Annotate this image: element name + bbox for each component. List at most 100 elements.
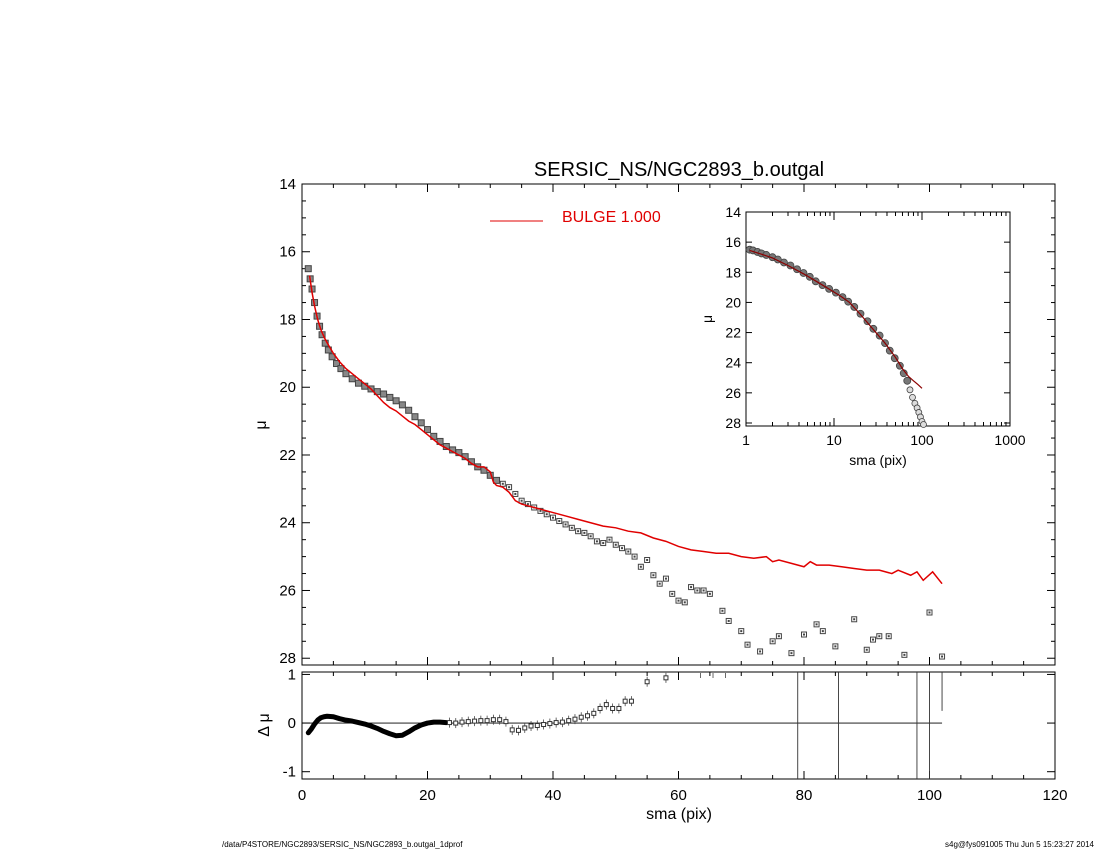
residual-point (663, 675, 669, 681)
data-point-center (589, 535, 592, 538)
residual-point (509, 727, 515, 733)
residual-data (305, 672, 943, 779)
main-y-tick-label: 28 (279, 650, 296, 667)
main-x-tick-label: 40 (545, 787, 562, 804)
residual-point (547, 721, 553, 727)
data-point-center (595, 540, 598, 543)
residual-point (585, 713, 591, 719)
data-point (392, 397, 400, 405)
residual-point (628, 698, 634, 704)
inset-y-tick-label: 28 (725, 415, 741, 431)
inset-x-axis-label: sma (pix) (849, 452, 907, 468)
residual-point (459, 719, 465, 725)
data-point-center (771, 640, 774, 643)
data-point-center (671, 592, 674, 595)
residual-point (566, 718, 572, 724)
main-y-tick-label: 16 (279, 244, 296, 261)
residual-point (522, 725, 528, 731)
residual-point (616, 705, 622, 711)
residual-y-tick-label: 1 (288, 666, 296, 683)
data-point-center (790, 652, 793, 655)
data-point-center (514, 492, 517, 495)
data-point-center (614, 543, 617, 546)
data-point-center (928, 611, 931, 614)
main-y-tick-label: 14 (279, 176, 296, 193)
inset-plot-frame (745, 211, 1011, 427)
inset-x-tick-label: 10 (826, 432, 842, 448)
data-point-center (872, 638, 875, 641)
main-y-tick-label: 22 (279, 447, 296, 464)
data-point-center (777, 635, 780, 638)
inset-y-tick-label: 24 (725, 355, 741, 371)
main-x-tick-label: 0 (298, 787, 306, 804)
main-x-tick-label: 60 (670, 787, 687, 804)
residual-point (553, 720, 559, 726)
residual-point (534, 723, 540, 728)
inset-y-tick-label: 14 (725, 204, 741, 220)
main-y-tick-label: 20 (279, 379, 296, 396)
residual-point (528, 723, 534, 729)
inset-y-tick-label: 26 (725, 385, 741, 401)
data-point-center (903, 653, 906, 656)
main-x-axis-label: sma (pix) (646, 806, 712, 823)
legend: BULGE 1.000 (490, 209, 661, 226)
data-point-center (853, 618, 856, 621)
data-point-center (690, 586, 693, 589)
residual-point (622, 698, 628, 704)
residual-y-tick-label: 0 (288, 715, 296, 732)
residual-point (446, 720, 452, 726)
residual-point (515, 727, 521, 733)
data-point-center (539, 509, 542, 512)
data-point-center (658, 582, 661, 585)
residual-y-tick-label: -1 (283, 764, 296, 781)
data-point-center (746, 643, 749, 646)
data-point-center (821, 630, 824, 633)
inset-y-tick-label: 16 (725, 234, 741, 250)
legend-label: BULGE 1.000 (562, 209, 661, 226)
residual-y-axis-label: Δ μ (256, 713, 273, 736)
data-point-center (627, 550, 630, 553)
inset-data-point (906, 386, 914, 394)
data-point-center (834, 645, 837, 648)
data-point-center (815, 623, 818, 626)
data-point (333, 360, 341, 368)
data-point-center (759, 650, 762, 653)
data-point-center (683, 601, 686, 604)
main-x-tick-label: 100 (917, 787, 942, 804)
data-point-center (608, 538, 611, 541)
data-point-center (508, 486, 511, 489)
data-point-center (577, 530, 580, 533)
data-point (411, 413, 419, 421)
inset-model-series-line (749, 249, 923, 389)
residual-point (503, 719, 509, 725)
data-point (405, 406, 413, 414)
data-point-center (520, 499, 523, 502)
main-x-tick-label: 20 (419, 787, 436, 804)
data-point-center (552, 516, 554, 519)
inset-data-point (903, 376, 912, 385)
data-point-center (602, 542, 605, 545)
chart-title: SERSIC_NS/NGC2893_b.outgal (534, 159, 824, 181)
inset-model-line (749, 249, 923, 389)
main-y-axis-label: μ (253, 420, 270, 429)
inset-y-tick-label: 18 (725, 264, 741, 280)
residual-point (541, 722, 547, 728)
data-point-center (696, 589, 699, 592)
residual-point (610, 705, 616, 711)
residual-point (559, 719, 565, 725)
inset-x-tick-label: 1000 (994, 432, 1025, 448)
data-point-center (865, 648, 868, 651)
data-point (348, 375, 356, 383)
data-point-center (803, 633, 805, 636)
inset-data-point (909, 393, 916, 401)
data-point (424, 426, 431, 434)
data-point-center (526, 503, 529, 506)
residual-point (644, 679, 650, 685)
main-profile-panel: 14 16 18 20 22 24 26 28 SERSIC_NS/NGC2893_b.out… (253, 159, 1056, 667)
data-point-center (727, 619, 730, 622)
residual-point (484, 718, 490, 724)
footer-timestamp: s4g@fys091005 Thu Jun 5 15:23:27 2014 (945, 840, 1095, 849)
inset-data-point (920, 421, 927, 428)
data-point-center (677, 599, 680, 602)
data-point-center (583, 531, 586, 534)
